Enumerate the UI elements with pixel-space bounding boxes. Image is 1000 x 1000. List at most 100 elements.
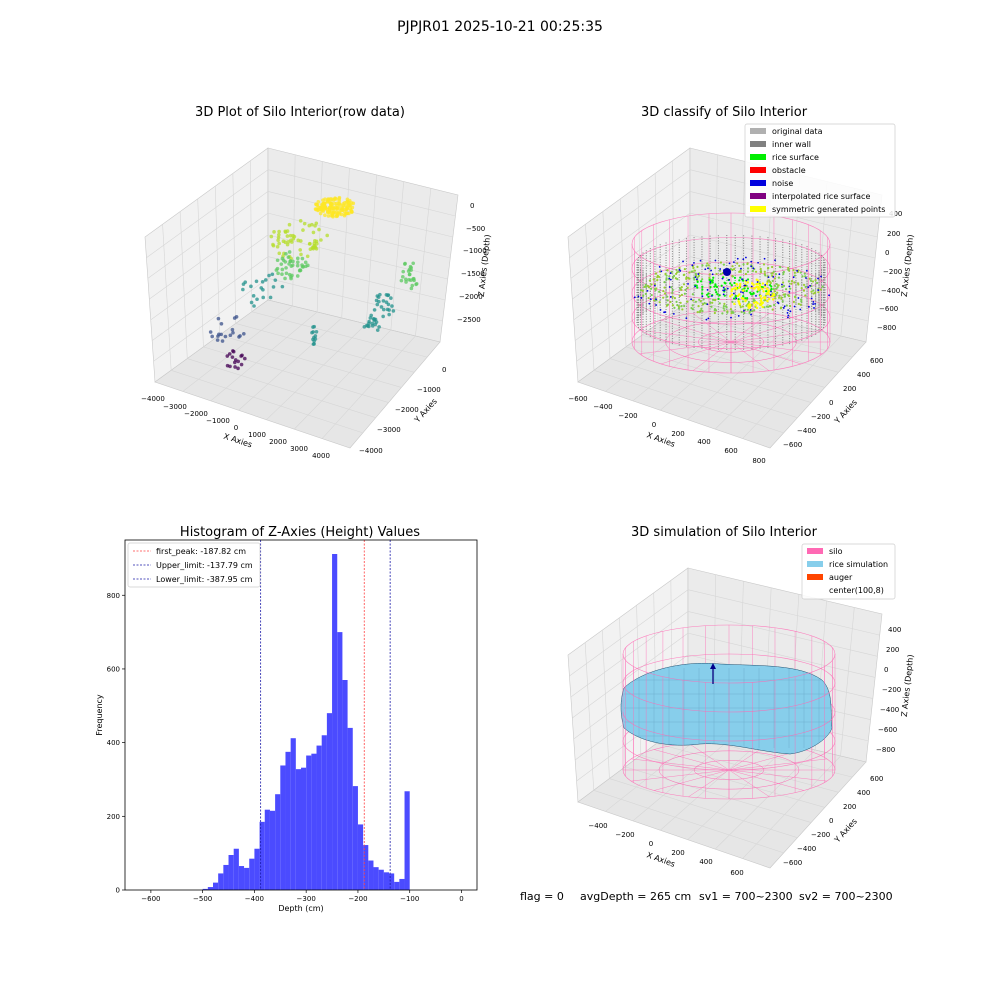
raw-point <box>283 276 287 281</box>
rice-surface-point <box>738 264 741 267</box>
pane-gridline <box>570 191 691 279</box>
noise-point <box>732 261 735 264</box>
noise-point <box>663 311 665 314</box>
pane-gridline <box>149 212 269 300</box>
panel2-title: 3D classify of Silo Interior <box>641 105 808 120</box>
rice-surface-point <box>722 304 725 308</box>
rice-surface-point <box>809 279 812 282</box>
noise-point <box>812 300 815 303</box>
hist-bar <box>264 809 270 890</box>
raw-point <box>284 271 289 276</box>
rice-surface-point <box>771 308 774 311</box>
raw-point <box>410 283 415 288</box>
panel4-xtick: −200 <box>615 831 634 839</box>
rice-surface-point <box>793 274 797 277</box>
panel1-points <box>208 195 419 371</box>
raw-point <box>238 334 242 338</box>
silo-floor-spoke <box>728 758 827 771</box>
rice-surface-point <box>656 274 659 278</box>
symmetric-point <box>757 288 761 291</box>
raw-point <box>408 264 413 269</box>
noise-point <box>714 259 717 262</box>
noise-point <box>770 290 772 293</box>
panel4-ztick: −600 <box>878 726 897 734</box>
pane-gridline <box>632 311 741 402</box>
symmetric-point <box>754 304 757 307</box>
rice-surface-point <box>697 274 700 278</box>
panel1-ztick: −1500 <box>461 270 485 278</box>
rice-surface-point <box>698 310 701 313</box>
rice-surface-point <box>773 290 776 293</box>
raw-point <box>302 221 307 226</box>
rice-surface-point <box>738 279 741 282</box>
raw-point <box>295 256 300 261</box>
noise-point <box>728 262 731 265</box>
hist-bar <box>363 845 369 890</box>
panel4-ytick: 400 <box>857 789 870 797</box>
auger-marker-icon <box>710 663 716 669</box>
silo-floor-spoke <box>688 742 730 771</box>
raw-point <box>345 206 349 211</box>
panel2-ytick: 600 <box>870 357 883 365</box>
raw-point <box>377 325 381 329</box>
rice-surface-point <box>701 288 704 291</box>
symmetric-point <box>763 296 767 299</box>
rice-surface-point <box>650 283 653 286</box>
symmetric-point <box>767 289 771 293</box>
raw-point <box>290 263 295 267</box>
rice-surface-point <box>729 307 733 311</box>
raw-point <box>252 304 256 308</box>
noise-point <box>655 304 658 306</box>
rice-surface-point <box>723 281 726 284</box>
hist-bar <box>352 786 358 890</box>
rice-surface-point <box>813 291 817 294</box>
raw-point <box>241 282 246 286</box>
rice-surface-point <box>763 273 766 276</box>
rice-surface-point <box>762 263 766 266</box>
rice-surface-point <box>804 275 807 278</box>
raw-point <box>335 203 339 208</box>
rice-surface-point <box>717 297 720 300</box>
raw-point <box>300 256 305 261</box>
rice-surface-point <box>692 266 695 270</box>
rice-surface-point <box>773 303 776 307</box>
raw-point <box>277 241 281 246</box>
hist-xtick-label: −300 <box>297 895 316 903</box>
panel4-xtick: 0 <box>649 840 653 848</box>
rice-surface-point <box>663 281 666 284</box>
rice-surface-point <box>770 265 774 269</box>
rice-surface-point <box>681 308 684 311</box>
pane-gridline <box>147 191 269 279</box>
raw-point <box>254 279 259 284</box>
pane-gridline <box>365 174 377 325</box>
raw-point <box>298 248 302 252</box>
pane-gridline <box>689 212 876 259</box>
noise-point <box>805 269 808 272</box>
rice-surface-point <box>671 304 674 307</box>
rice-surface-point <box>666 299 669 302</box>
legend-label: center(100,8) <box>829 586 884 595</box>
rice-surface-point <box>792 269 795 272</box>
noise-point <box>669 296 672 298</box>
pane-gridline <box>687 611 878 657</box>
rice-surface-point <box>771 272 774 275</box>
panel1-xtick: 1000 <box>248 431 266 439</box>
panel2-ytick: 200 <box>843 385 856 393</box>
rice-surface-point <box>680 304 683 308</box>
pane-gridline <box>605 305 716 392</box>
rice-surface-point <box>671 291 674 295</box>
noise-point <box>653 284 656 287</box>
rice-surface-point <box>782 281 785 284</box>
raw-point <box>325 200 330 204</box>
noise-point <box>660 270 663 273</box>
rice-surface-point <box>720 284 723 287</box>
rice-surface-point <box>662 296 665 299</box>
rice-surface-point <box>678 266 681 270</box>
hist-title: Histogram of Z-Axies (Height) Values <box>180 525 420 540</box>
hist-bar <box>394 881 400 890</box>
legend-label: symmetric generated points <box>772 205 885 214</box>
silo-wire-ring <box>622 624 836 655</box>
rice-surface-point <box>751 269 754 273</box>
rice-surface-point <box>777 276 781 279</box>
hist-xtick-label: −100 <box>400 895 419 903</box>
